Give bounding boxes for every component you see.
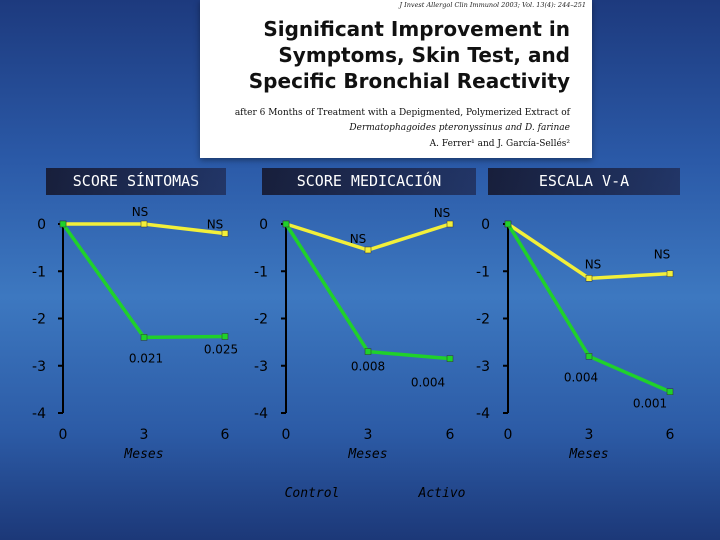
data-point-activo [221, 333, 229, 340]
series-line-control-medicacion [285, 222, 451, 252]
data-label-activo: 0.008 [351, 360, 385, 374]
data-label-activo: 0.025 [204, 342, 238, 356]
x-tick-label-escala: 3 [585, 427, 594, 443]
y-tick-label-escala: -3 [476, 359, 490, 375]
chart-title-sintomas: SCORE SÍNTOMAS [46, 168, 226, 195]
citation: J Invest Allergol Clin Immunol 2003; Vol… [399, 1, 586, 9]
article-title: Significant Improvement in Symptoms, Ski… [210, 16, 570, 94]
data-point-activo [666, 388, 674, 395]
data-point-activo [282, 220, 290, 228]
series-line-activo-medicacion [284, 223, 451, 361]
series-line-activo-escala [506, 223, 671, 394]
data-label-control: NS [350, 232, 367, 246]
data-point-control [585, 275, 593, 282]
data-label-activo: 0.004 [411, 376, 445, 390]
x-axis-label-escala: Meses [568, 447, 608, 462]
data-point-activo [59, 220, 67, 228]
data-label-activo: 0.001 [633, 397, 667, 411]
y-tick-label-sintomas: 0 [37, 217, 46, 233]
y-tick-label-sintomas: -2 [32, 312, 46, 328]
y-tick-label-medicacion: 0 [259, 217, 268, 233]
y-tick-label-sintomas: -4 [32, 406, 46, 422]
y-tick-label-escala: -1 [476, 264, 490, 280]
data-label-activo: 0.021 [129, 351, 163, 365]
data-label-control: NS [654, 248, 671, 262]
x-tick-label-medicacion: 3 [364, 427, 373, 443]
data-point-activo [140, 334, 148, 341]
data-point-control [364, 246, 372, 254]
y-tick-label-medicacion: -1 [254, 264, 268, 280]
y-tick-label-medicacion: -2 [254, 312, 268, 328]
y-tick-label-medicacion: -3 [254, 359, 268, 375]
chart-title-medicacion: SCORE MEDICACIÓN [262, 168, 476, 195]
x-tick-label-sintomas: 6 [221, 427, 230, 443]
x-tick-label-sintomas: 3 [140, 427, 149, 443]
data-label-control: NS [434, 206, 451, 220]
data-point-control [446, 220, 454, 228]
article-header: J Invest Allergol Clin Immunol 2003; Vol… [200, 0, 592, 158]
data-point-control [221, 230, 229, 237]
y-tick-label-medicacion: -4 [254, 406, 268, 422]
article-title-line: Symptoms, Skin Test, and [278, 43, 570, 67]
x-tick-label-sintomas: 0 [59, 427, 68, 443]
data-point-activo [446, 355, 454, 362]
data-point-control [140, 220, 148, 228]
x-tick-label-escala: 6 [666, 427, 675, 443]
data-point-activo [504, 220, 512, 228]
x-tick-label-medicacion: 6 [446, 427, 455, 443]
x-axis-label-medicacion: Meses [347, 447, 387, 462]
subtitle-line: after 6 Months of Treatment with a Depig… [234, 108, 570, 118]
y-tick-label-escala: 0 [481, 217, 490, 233]
article-title-line: Significant Improvement in [263, 17, 570, 41]
article-subtitle: after 6 Months of Treatment with a Depig… [200, 106, 570, 136]
chart-title-escala: ESCALA V-A [488, 168, 680, 195]
authors: A. Ferrer¹ and J. García-Sellés² [429, 139, 570, 149]
data-point-activo [585, 353, 593, 360]
data-label-control: NS [132, 205, 149, 219]
y-tick-label-escala: -4 [476, 406, 490, 422]
subtitle-line: Dermatophagoides pteronyssinus and D. fa… [349, 123, 570, 133]
data-label-control: NS [207, 217, 224, 231]
series-line-activo-sintomas [61, 222, 226, 340]
data-label-activo: 0.004 [564, 370, 598, 384]
legend-control: Control [285, 486, 340, 501]
y-tick-label-sintomas: -3 [32, 359, 46, 375]
x-axis-label-sintomas: Meses [123, 447, 163, 462]
data-label-control: NS [585, 257, 602, 271]
article-title-line: Specific Bronchial Reactivity [248, 69, 570, 93]
data-point-activo [364, 348, 372, 355]
y-tick-label-sintomas: -1 [32, 264, 46, 280]
legend-activo: Activo [418, 486, 466, 501]
x-tick-label-medicacion: 0 [282, 427, 291, 443]
x-tick-label-escala: 0 [504, 427, 513, 443]
y-tick-label-escala: -2 [476, 312, 490, 328]
data-point-control [666, 270, 674, 277]
